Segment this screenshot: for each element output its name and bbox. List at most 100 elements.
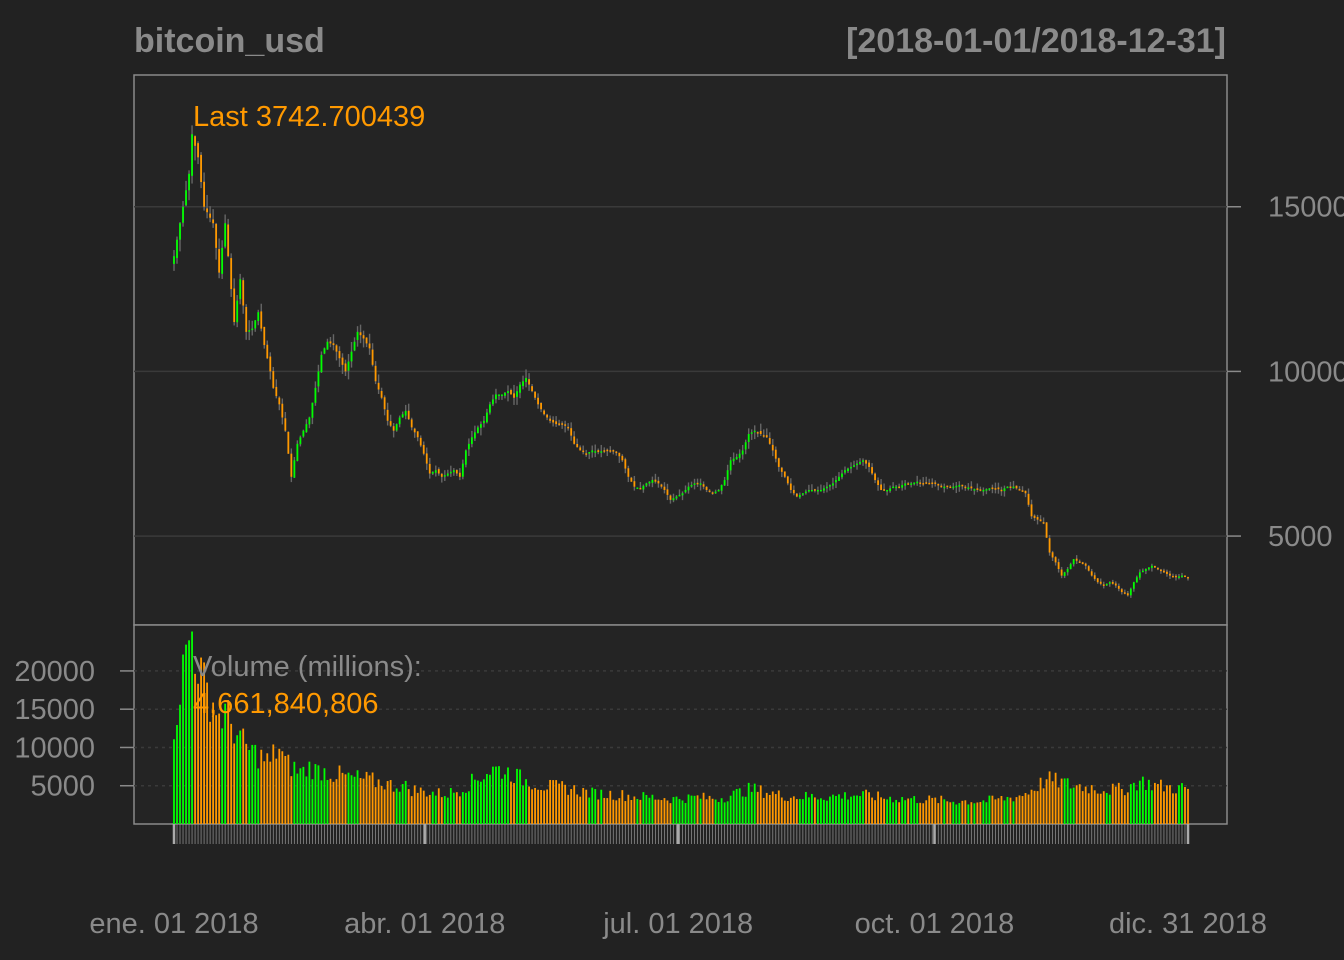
volume-bar [1108, 794, 1111, 824]
volume-bar [555, 780, 558, 824]
volume-bar [780, 797, 783, 824]
volume-bar [645, 795, 648, 824]
candle-body [997, 487, 1000, 490]
candle-body [272, 371, 275, 388]
candle-body [549, 418, 552, 421]
volume-bar [777, 790, 780, 824]
volume-bar [386, 781, 389, 824]
candle-body [200, 154, 202, 183]
volume-bar [997, 798, 1000, 824]
volume-bar [850, 796, 852, 824]
candle-body [759, 430, 762, 434]
volume-bar [218, 713, 221, 824]
candle-body [486, 412, 488, 423]
volume-bar [570, 789, 573, 824]
candle-body [353, 341, 356, 351]
volume-bar [492, 766, 494, 824]
volume-bar [600, 789, 603, 824]
volume-bar [789, 797, 792, 824]
candle-body [762, 435, 765, 437]
volume-bar [826, 800, 828, 824]
x-axis: ene. 01 2018 abr. 01 2018 jul. 01 2018 oct.… [89, 824, 1267, 940]
candle-body [1141, 570, 1144, 573]
candle-body [470, 437, 473, 445]
volume-bar [389, 780, 392, 824]
volume-bar [1144, 789, 1147, 824]
volume-bar [982, 800, 985, 824]
volume-bar [702, 792, 705, 824]
candle-body [314, 387, 317, 403]
candle-body [449, 471, 452, 474]
volume-bar [1033, 790, 1036, 824]
volume-bar [486, 774, 488, 824]
candle-body [1042, 522, 1045, 524]
candle-body [789, 483, 792, 490]
candle-body [639, 487, 642, 490]
candle-body [579, 447, 582, 451]
volume-bar [1147, 779, 1150, 824]
candle-body [458, 472, 461, 477]
volume-bar [621, 790, 624, 824]
volume-bar [293, 761, 296, 824]
volume-bar [783, 800, 786, 824]
candle-body [1102, 584, 1105, 586]
candle-body [197, 143, 199, 158]
candle-body [513, 393, 515, 398]
candle-body [323, 348, 326, 354]
volume-bar [323, 768, 326, 824]
volume-bar [582, 787, 585, 824]
volume-bar [1021, 796, 1024, 824]
candle-body [1135, 577, 1138, 583]
volume-bar [483, 779, 485, 824]
candle-body [1144, 569, 1147, 571]
candle-body [1069, 564, 1072, 570]
candle-body [182, 206, 184, 223]
volume-bar [332, 781, 335, 824]
volume-title: Volume (millions): [193, 651, 422, 683]
volume-bar [1153, 782, 1156, 824]
volume-value: 4,661,840,806 [193, 688, 378, 720]
candle-body [1120, 589, 1123, 593]
volume-bar [1084, 786, 1087, 824]
volume-bar [762, 797, 765, 824]
candle-body [248, 330, 251, 332]
candle-body [1060, 569, 1063, 576]
last-price-label: Last 3742.700439 [193, 101, 425, 133]
candle-body [1036, 517, 1039, 520]
volume-bar [188, 640, 190, 824]
volume-bar [476, 780, 479, 824]
volume-bar [296, 773, 299, 824]
volume-bar [525, 779, 527, 824]
candle-body [534, 391, 536, 398]
candle-body [606, 449, 609, 452]
volume-bar [798, 798, 801, 824]
volume-bar [1009, 797, 1012, 824]
volume-bar [684, 802, 687, 824]
volume-bar [278, 748, 281, 824]
chart-title: bitcoin_usd [134, 22, 325, 60]
volume-bar [194, 673, 196, 824]
candle-body [711, 492, 714, 494]
volume-bar [251, 744, 254, 824]
candle-body [609, 450, 612, 452]
volume-bar [1012, 801, 1015, 824]
volume-bar [576, 794, 579, 824]
volume-bar [203, 662, 205, 824]
volume-bar [305, 776, 308, 824]
candle-body [1096, 578, 1099, 583]
candle-body [522, 381, 524, 387]
candle-body [774, 449, 777, 459]
volume-bar [618, 798, 621, 824]
volume-bar [910, 798, 913, 824]
volume-bar [955, 804, 958, 824]
candle-body [1033, 515, 1036, 518]
volume-bar [455, 792, 458, 824]
volume-bar [579, 796, 582, 824]
candle-body [1003, 488, 1006, 492]
candle-body [269, 356, 272, 372]
candle-body [750, 432, 753, 434]
candle-body [786, 476, 789, 484]
candle-body [807, 489, 810, 492]
volume-bar [239, 730, 242, 824]
candle-body [558, 423, 561, 425]
